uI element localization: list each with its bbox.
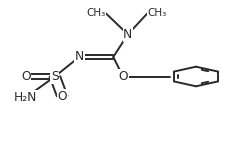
Text: CH₃: CH₃ <box>147 8 167 18</box>
Text: CH₃: CH₃ <box>87 8 106 18</box>
Text: O: O <box>118 70 128 83</box>
Text: O: O <box>57 90 67 103</box>
Text: O: O <box>21 70 31 83</box>
Text: N: N <box>75 50 84 63</box>
Text: S: S <box>51 70 59 83</box>
Text: N: N <box>123 28 133 41</box>
Text: H₂N: H₂N <box>14 91 37 104</box>
